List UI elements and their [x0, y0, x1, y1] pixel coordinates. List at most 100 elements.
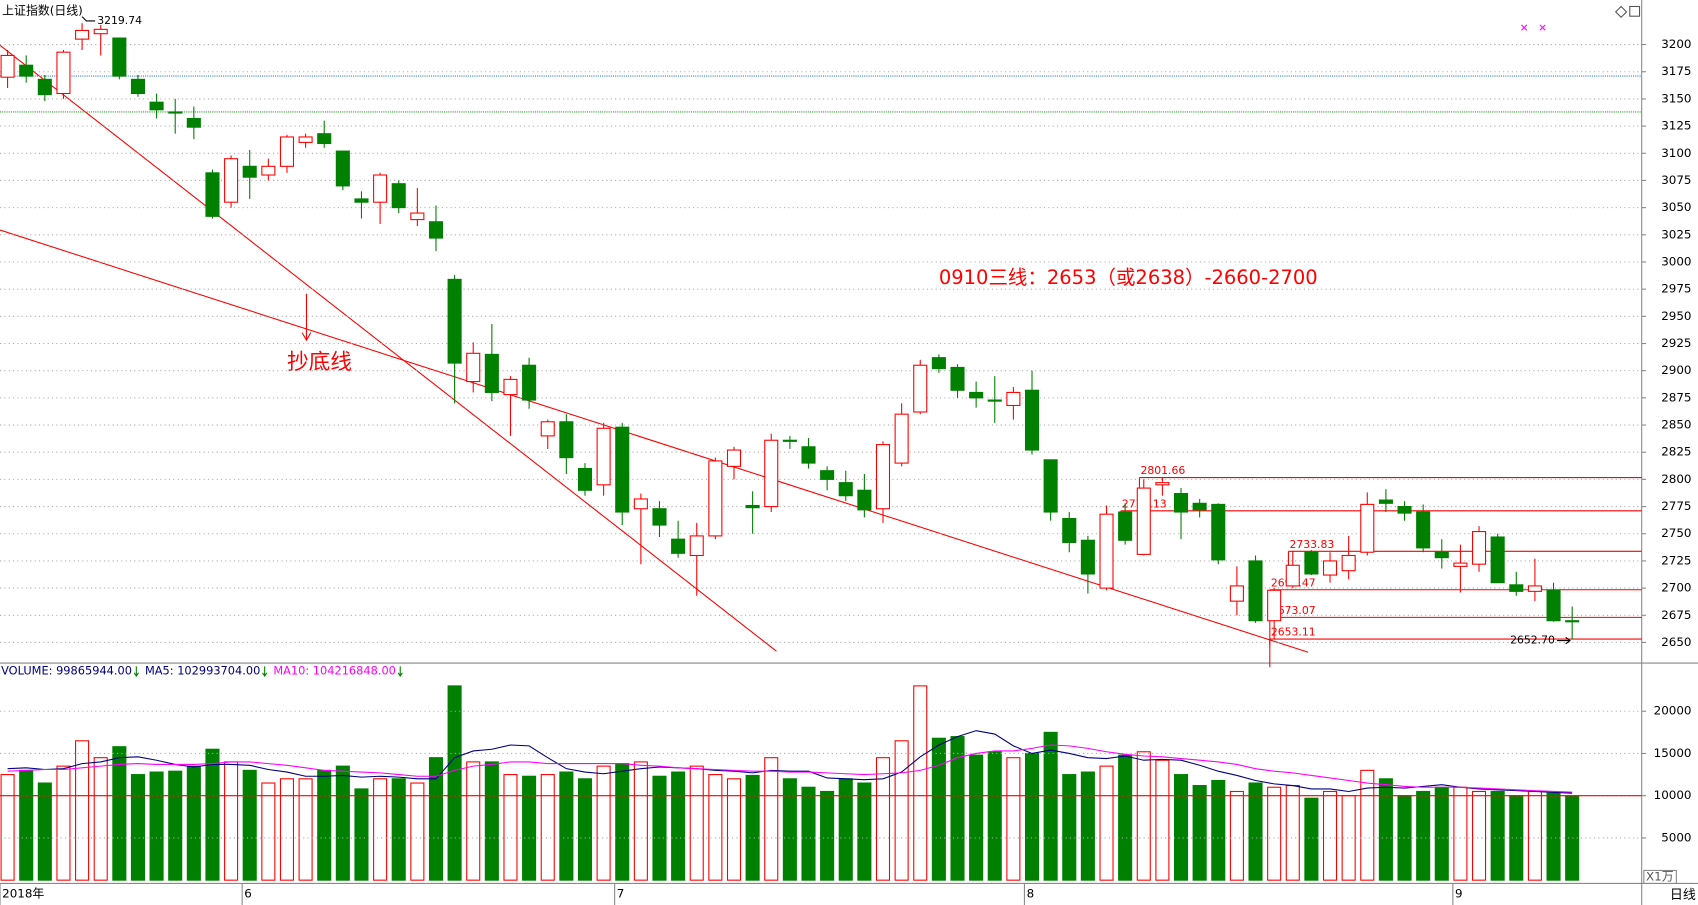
volume-bar — [1006, 757, 1021, 881]
volume-bar — [1546, 792, 1561, 881]
x-tick-label: 9 — [1455, 887, 1463, 901]
volume-bar — [931, 737, 946, 881]
volume-bar — [466, 761, 481, 881]
volume-legend: MA10: 104216848.00 — [273, 664, 396, 678]
y-tick-label: 3025 — [1661, 227, 1691, 241]
volume-bar — [354, 788, 369, 881]
candle-body — [261, 165, 276, 176]
candle-body — [596, 427, 611, 486]
volume-bar — [224, 761, 239, 881]
level-label: 2801.66 — [1141, 464, 1186, 477]
candle-body — [503, 378, 518, 396]
volume-bar — [1099, 765, 1114, 881]
volume-bar — [1118, 754, 1133, 881]
candle-body — [56, 51, 71, 95]
x-tick-label: 7 — [617, 887, 625, 901]
x-tick-label: 2018年 — [2, 887, 44, 901]
candle-body — [447, 278, 462, 364]
volume-bar — [726, 778, 742, 881]
annotation: 抄底线 — [287, 350, 352, 375]
y-tick-label: 2925 — [1661, 336, 1691, 350]
volume-bar — [1360, 769, 1375, 881]
volume-bar — [1490, 790, 1505, 881]
volume-bar — [633, 761, 648, 881]
candle-body — [186, 117, 201, 128]
volume-bar — [1322, 790, 1338, 881]
candle-body — [168, 111, 183, 114]
candle-body — [205, 172, 220, 217]
volume-bar — [1471, 790, 1487, 881]
y-tick-label: 2850 — [1661, 418, 1691, 432]
volume-bar — [708, 774, 723, 881]
volume-bar — [37, 782, 52, 881]
volume-bar — [261, 782, 276, 881]
volume-bar — [1527, 790, 1542, 881]
volume-bar — [19, 769, 34, 881]
volume-bar — [1192, 785, 1207, 881]
candle-body — [671, 538, 686, 554]
candle-body — [75, 29, 90, 40]
y-tick-label: 3175 — [1661, 64, 1691, 78]
volume-bar — [745, 774, 760, 881]
candle-body — [1173, 492, 1189, 513]
candle-body — [1248, 560, 1263, 622]
volume-bar — [242, 769, 257, 881]
y-tick-label: 2875 — [1661, 390, 1691, 404]
candle-body — [615, 426, 630, 513]
y-tick-label: 3000 — [1661, 254, 1691, 268]
candle-body — [875, 444, 891, 510]
y-tick-label: 2700 — [1661, 581, 1691, 595]
volume-bar — [1043, 731, 1058, 881]
y-tick-label: 3100 — [1661, 146, 1691, 160]
volume-bar — [93, 757, 108, 881]
candle-body — [130, 78, 146, 95]
candle-body — [1192, 502, 1207, 511]
volume-bar — [875, 757, 891, 881]
candle-body — [1099, 513, 1114, 589]
candle-body — [1378, 499, 1393, 504]
y-tick-label: 3150 — [1661, 91, 1691, 105]
y2-tick-label: 20000 — [1654, 704, 1692, 718]
candle-body — [1285, 564, 1300, 587]
candle-body — [1434, 551, 1449, 559]
candle-body — [1211, 503, 1226, 561]
volume-bar — [838, 778, 853, 881]
settings-icon[interactable] — [1614, 5, 1628, 19]
volume-bar — [1024, 752, 1040, 881]
volume-bar — [1453, 786, 1468, 881]
marker-icons — [1521, 24, 1546, 31]
volume-bar — [1304, 797, 1319, 881]
annotation: 0910三线：2653（或2638）-2660-2700 — [939, 266, 1318, 289]
candle-body — [1509, 584, 1524, 592]
candle-body — [857, 489, 872, 511]
candle-body — [1155, 482, 1170, 486]
candle-body — [745, 504, 760, 509]
volume-bar — [1267, 786, 1282, 881]
volume-bar — [279, 778, 295, 881]
volume-bar — [689, 765, 704, 881]
period-label[interactable]: 日线 — [1670, 888, 1696, 903]
volume-bar — [820, 790, 835, 881]
candle-body — [1118, 511, 1133, 541]
candle-body — [1471, 531, 1487, 565]
volume-bar — [1080, 771, 1095, 881]
volume-bar — [540, 774, 555, 881]
volume-bar — [559, 771, 574, 881]
window-icon[interactable] — [1629, 5, 1641, 17]
candle-body — [484, 353, 499, 393]
volume-bar — [1378, 778, 1393, 881]
candle-body — [633, 498, 648, 510]
volume-bar — [447, 685, 462, 881]
unit-label: X1万 — [1646, 869, 1674, 883]
volume-bar — [596, 765, 611, 881]
volume-bar — [484, 761, 499, 881]
y-tick-label: 2725 — [1661, 553, 1691, 567]
y-tick-label: 2675 — [1661, 608, 1691, 622]
level-label: 2653.11 — [1271, 626, 1316, 639]
candle-body — [19, 64, 34, 77]
candle-body — [764, 439, 779, 508]
candle-body — [577, 467, 593, 491]
level-label: 2673.07 — [1271, 604, 1316, 617]
candle-body — [1341, 554, 1356, 572]
volume-bar — [1229, 790, 1244, 881]
